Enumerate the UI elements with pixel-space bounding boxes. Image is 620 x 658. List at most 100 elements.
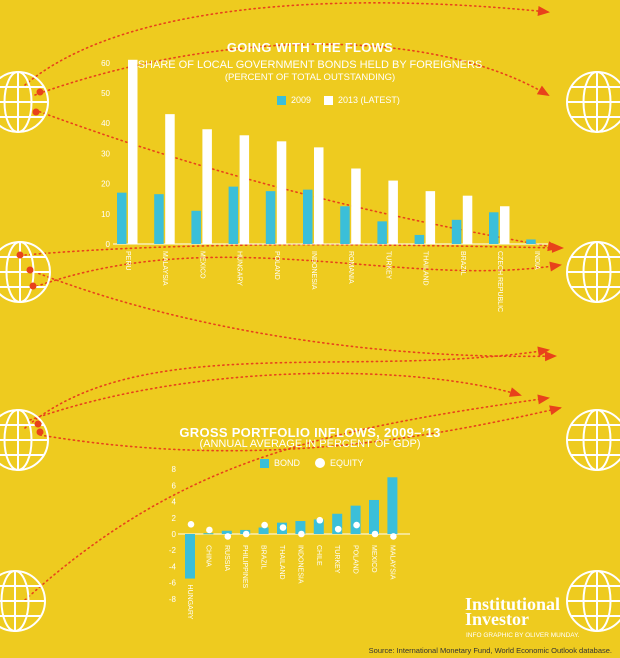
- bar-2013: [239, 135, 250, 244]
- x-tick-label: MALAYSIA: [161, 251, 168, 286]
- x-tick-label: INDONESIA: [296, 545, 303, 584]
- arrow-icon: [508, 387, 522, 397]
- bar-2009: [340, 206, 350, 244]
- dotted-flow-7: [24, 349, 549, 429]
- dotted-flow-5: [29, 269, 556, 358]
- x-tick-label: RUSSIA: [223, 545, 230, 571]
- legend-label-2013: 2013 (LATEST): [338, 95, 400, 105]
- x-tick-label: TURKEY: [384, 251, 391, 280]
- equity-dot: [390, 533, 397, 540]
- y-tick-label: 20: [101, 180, 110, 189]
- bond-bar: [185, 534, 195, 579]
- flow-origin-dot: [29, 282, 37, 290]
- bar-2013: [202, 129, 212, 244]
- equity-dot: [316, 516, 324, 524]
- x-tick-label: PHILIPPINES: [241, 545, 248, 589]
- bar-2013: [165, 114, 175, 244]
- y-tick-label: 10: [101, 210, 110, 219]
- flow-origin-dot: [36, 428, 44, 436]
- x-tick-label: INDIA: [533, 251, 540, 270]
- bar-2009: [191, 210, 201, 244]
- arrow-icon: [537, 394, 550, 405]
- y-tick-label: -8: [169, 595, 177, 604]
- bar-2013: [462, 195, 473, 244]
- equity-dot: [371, 530, 379, 538]
- legend-dot-equity: [315, 458, 326, 468]
- chart2-subtitle: (ANNUAL AVERAGE IN PERCENT OF GDP): [199, 438, 421, 450]
- bar-2009: [303, 189, 313, 244]
- equity-dot: [206, 526, 213, 534]
- bond-bar: [258, 527, 269, 534]
- x-tick-label: PERU: [124, 251, 131, 270]
- x-tick-label: BRAZIL: [459, 251, 466, 276]
- bar-2013: [500, 206, 510, 244]
- arrow-icon: [551, 242, 564, 253]
- bond-bar: [387, 477, 398, 534]
- bar-2013: [388, 180, 398, 244]
- x-tick-label: THAILAND: [422, 251, 429, 286]
- legend-label-bond: BOND: [274, 458, 301, 468]
- globe-icon: [0, 570, 46, 632]
- bar-2009: [414, 234, 425, 244]
- equity-dot: [279, 524, 287, 531]
- y-tick-label: 8: [172, 465, 177, 474]
- x-tick-label: HUNGARY: [236, 251, 243, 286]
- bond-bar: [221, 530, 232, 534]
- x-tick-label: POLAND: [273, 251, 280, 280]
- y-tick-label: 2: [172, 514, 177, 523]
- y-tick-label: 50: [101, 89, 110, 98]
- x-tick-label: TURKEY: [333, 545, 340, 574]
- arrow-icon: [549, 261, 562, 272]
- y-tick-label: 40: [101, 119, 110, 128]
- y-tick-label: 6: [172, 481, 177, 490]
- legend-swatch-2009: [277, 95, 286, 105]
- dotted-flow-9: [39, 407, 561, 452]
- arrow-icon: [537, 346, 550, 357]
- chart2-title: GROSS PORTFOLIO INFLOWS, 2009–’13: [179, 425, 441, 440]
- bond-bar: [313, 519, 324, 534]
- source-text: Source: International Monetary Fund, Wor…: [368, 646, 612, 655]
- y-tick-label: 0: [172, 530, 177, 539]
- x-tick-label: MEXICO: [198, 251, 205, 279]
- bar-2009: [489, 212, 499, 244]
- bar-2009: [377, 221, 387, 244]
- credit-text: INFO GRAPHIC BY OLIVER MUNDAY.: [466, 632, 580, 639]
- bar-2009: [154, 194, 164, 244]
- x-tick-label: ROMANIA: [347, 251, 354, 284]
- legend-label-equity: EQUITY: [330, 458, 364, 468]
- legend-swatch-bond: [260, 458, 269, 468]
- bar-2013: [276, 141, 287, 244]
- bond-bar: [203, 533, 214, 535]
- x-tick-label: THAILAND: [278, 545, 285, 580]
- y-tick-label: -4: [169, 562, 177, 571]
- legend-label-2009: 2009: [291, 95, 312, 105]
- bar-2013: [128, 59, 138, 244]
- bar-2013: [351, 168, 361, 244]
- arrow-icon: [549, 405, 562, 416]
- x-tick-label: HUNGARY: [186, 585, 193, 620]
- bond-bar: [369, 499, 379, 534]
- globe-icon: [566, 241, 620, 303]
- dotted-flow-10: [24, 397, 549, 601]
- x-tick-label: BRAZIL: [260, 545, 267, 570]
- chart1-legend: 2009 2013 (LATEST): [277, 95, 400, 105]
- bar-2009: [228, 186, 239, 244]
- dotted-flow-8: [29, 372, 521, 421]
- y-tick-label: 0: [106, 240, 111, 249]
- equity-dot: [187, 520, 195, 528]
- arrow-icon: [536, 85, 550, 97]
- bar-2009: [117, 192, 127, 244]
- chart1-subtitle: SHARE OF LOCAL GOVERNMENT BONDS HELD BY …: [137, 59, 483, 71]
- flow-origin-dot: [36, 88, 44, 96]
- bar-2013: [425, 191, 436, 244]
- flow-origin-dot: [32, 108, 40, 116]
- equity-dot: [224, 533, 232, 540]
- x-tick-label: CZECH REPUBLIC: [496, 251, 503, 312]
- arrow-icon: [544, 351, 557, 362]
- x-tick-label: MALAYSIA: [388, 545, 395, 580]
- equity-dot: [353, 521, 360, 529]
- flow-origin-dot: [34, 420, 42, 428]
